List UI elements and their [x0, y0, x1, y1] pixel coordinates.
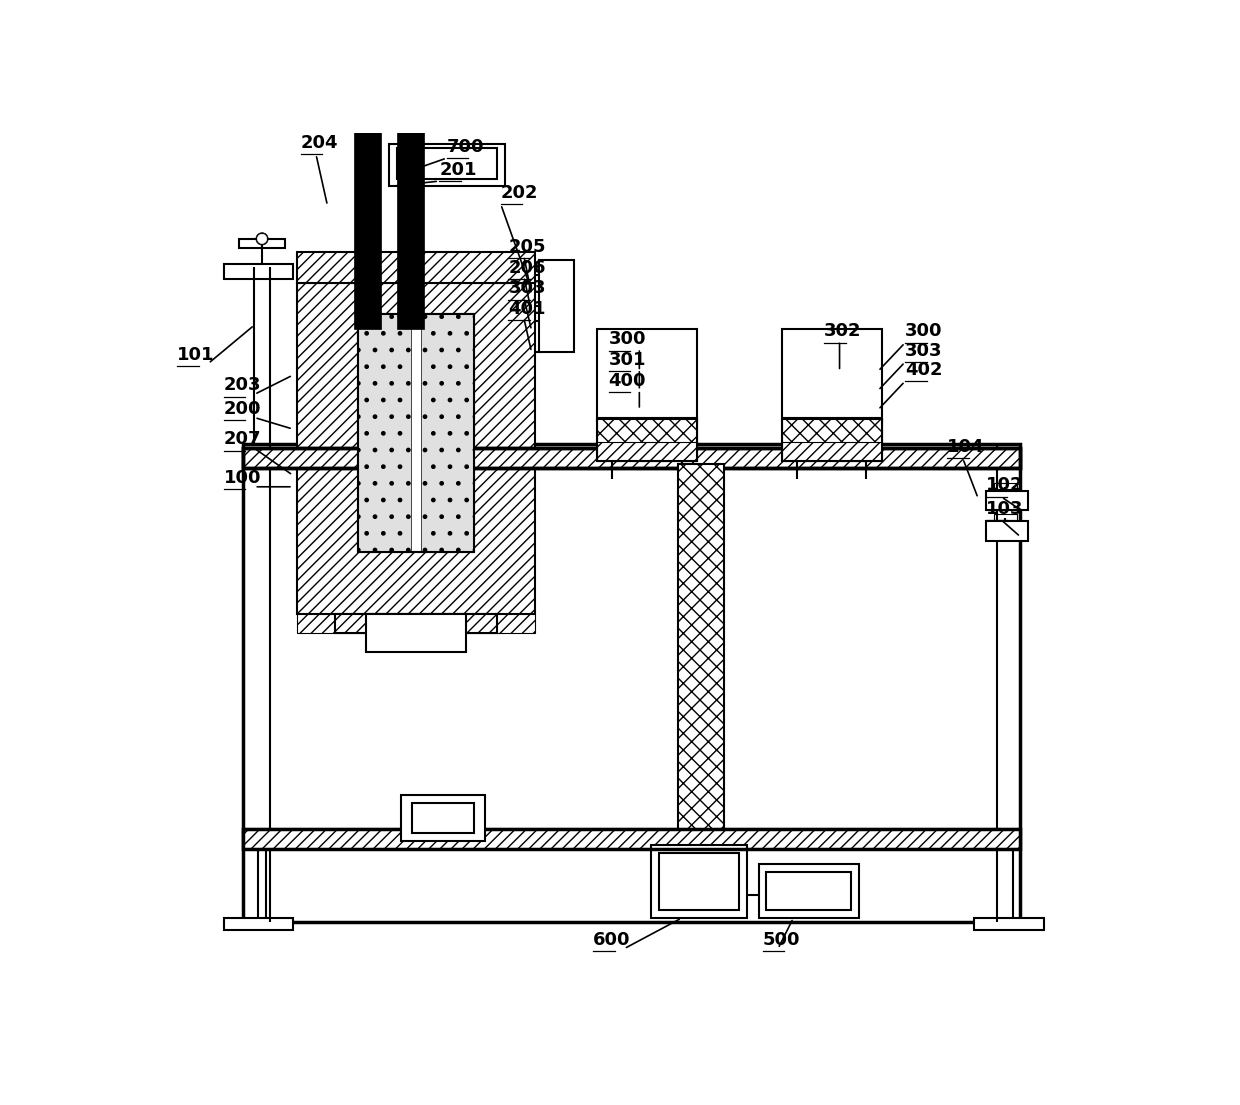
Bar	[781, 329, 882, 421]
Text: 400: 400	[609, 371, 646, 390]
Text: 300: 300	[905, 323, 942, 340]
Text: 101: 101	[177, 346, 215, 364]
Bar	[389, 144, 505, 187]
Bar	[759, 864, 859, 918]
Text: 401: 401	[508, 301, 546, 318]
Bar	[223, 918, 293, 929]
Bar	[993, 483, 1017, 490]
Bar	[296, 283, 536, 614]
Bar	[596, 418, 697, 444]
Bar	[781, 419, 882, 462]
Bar	[358, 314, 474, 552]
Bar	[401, 794, 485, 841]
Text: 600: 600	[593, 930, 631, 949]
Bar	[223, 263, 293, 278]
Text: 102: 102	[986, 476, 1023, 495]
Bar	[596, 419, 697, 462]
Text: 200: 200	[223, 400, 262, 418]
Text: 103: 103	[986, 499, 1023, 517]
Text: 205: 205	[508, 238, 546, 255]
Bar	[358, 314, 412, 552]
Bar	[516, 275, 541, 306]
Bar	[781, 442, 882, 462]
Bar	[975, 918, 1044, 929]
Text: 100: 100	[223, 469, 262, 487]
Bar	[243, 449, 1021, 467]
Bar	[243, 830, 1021, 849]
Text: 303: 303	[508, 280, 546, 297]
Bar	[397, 148, 497, 179]
Text: 207: 207	[223, 430, 262, 449]
Text: 203: 203	[223, 377, 262, 394]
Bar	[243, 449, 1021, 467]
Text: 201: 201	[439, 161, 476, 179]
Bar	[516, 322, 541, 352]
Bar	[986, 522, 1028, 540]
Bar	[596, 329, 697, 421]
Bar	[596, 442, 697, 462]
Bar	[358, 314, 474, 552]
Circle shape	[258, 234, 267, 243]
Bar	[539, 260, 574, 352]
Bar	[243, 830, 1021, 849]
Bar	[243, 449, 1021, 467]
Bar	[412, 802, 474, 833]
Text: 500: 500	[763, 930, 800, 949]
Text: 402: 402	[905, 361, 942, 379]
Text: 700: 700	[446, 138, 485, 156]
Bar	[296, 614, 536, 633]
Text: 302: 302	[825, 323, 862, 340]
Bar	[993, 514, 1017, 520]
Text: 300: 300	[609, 330, 646, 348]
Bar	[986, 491, 1028, 509]
Bar	[239, 239, 285, 249]
Bar	[678, 464, 724, 830]
Bar	[355, 114, 382, 329]
Bar	[335, 614, 497, 633]
Bar	[296, 252, 536, 283]
Bar	[766, 872, 851, 911]
Circle shape	[255, 233, 268, 245]
Text: 303: 303	[905, 341, 942, 360]
Bar	[781, 418, 882, 444]
Bar	[544, 303, 568, 309]
Bar	[397, 114, 424, 329]
Text: 204: 204	[300, 134, 339, 151]
Bar	[366, 614, 466, 652]
Bar	[243, 830, 1021, 849]
Bar	[420, 314, 474, 552]
Bar	[243, 444, 1021, 922]
Bar	[651, 845, 748, 918]
Bar	[544, 261, 568, 267]
Text: 202: 202	[501, 183, 538, 202]
Text: 206: 206	[508, 259, 546, 276]
Bar	[658, 853, 739, 911]
Text: 301: 301	[609, 351, 646, 369]
Text: 104: 104	[947, 438, 985, 456]
